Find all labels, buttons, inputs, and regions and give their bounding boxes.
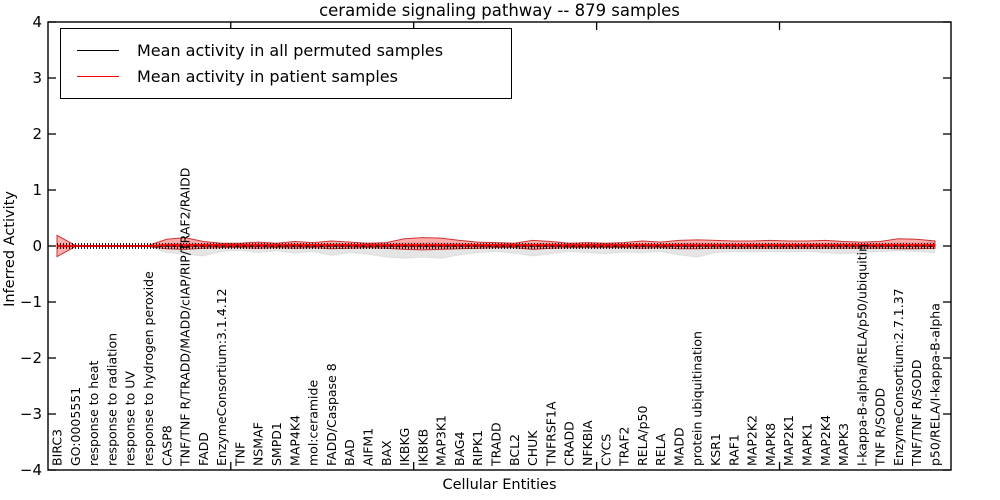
x-category-label: TNF R/SODD: [873, 388, 888, 467]
x-category-label: mol:ceramide: [306, 380, 321, 466]
legend: Mean activity in all permuted samples Me…: [60, 28, 512, 99]
x-category-label: RELA/p50: [635, 406, 650, 466]
x-category-label: NSMAF: [251, 422, 266, 466]
x-category-label: SMPD1: [269, 422, 284, 466]
x-category-label: IKBKG: [397, 428, 412, 466]
x-category-label: BAD: [342, 439, 357, 466]
x-category-label: protein ubiquitination: [690, 331, 705, 466]
x-category-label: RAF1: [726, 434, 741, 466]
x-category-label: TNF: [232, 442, 247, 467]
x-category-label: MAPK8: [763, 423, 778, 466]
legend-label-patient: Mean activity in patient samples: [137, 66, 398, 86]
y-tick-label: −1: [20, 293, 42, 311]
x-category-label: I-kappa-B-alpha/RELA/p50/ubiquitin: [854, 244, 869, 466]
y-tick-label: 2: [32, 125, 42, 143]
permuted-line-swatch: [77, 49, 119, 51]
x-category-label: TNFRSF1A: [543, 401, 558, 467]
x-category-label: MAPK3: [836, 423, 851, 466]
x-category-label: FADD: [196, 432, 211, 466]
x-category-label: CRADD: [562, 421, 577, 466]
legend-item-permuted: Mean activity in all permuted samples: [71, 37, 501, 63]
patient-mean-line: [57, 244, 935, 247]
x-category-label: TNF/TNF R/SODD: [909, 360, 924, 467]
x-category-label: BIRC3: [50, 429, 65, 466]
x-category-label: TRAF2: [617, 426, 632, 467]
x-category-label: IKBKB: [415, 429, 430, 466]
x-category-label: CHUK: [525, 430, 540, 466]
y-tick-label: −2: [20, 349, 42, 367]
x-category-label: TNF/TNF R/TRADD/MADD/cIAP/RIP/TRAF2/RAID…: [178, 168, 193, 467]
y-tick-label: 1: [32, 181, 42, 199]
x-category-label: FADD/Caspase 8: [324, 363, 339, 466]
x-category-label: BAG4: [452, 431, 467, 466]
x-category-label: CYCS: [598, 434, 613, 466]
x-category-label: NFKBIA: [580, 420, 595, 466]
x-category-label: KSR1: [708, 433, 723, 466]
x-category-label: RELA: [653, 433, 668, 466]
y-tick-label: −3: [20, 405, 42, 423]
x-category-label: EnzymeConsortium:3.1.4.12: [214, 288, 229, 466]
x-category-label: response to hydrogen peroxide: [141, 271, 156, 466]
y-axis-label: Inferred Activity: [2, 191, 18, 307]
x-category-label: MAP2K4: [818, 415, 833, 466]
legend-label-permuted: Mean activity in all permuted samples: [137, 40, 444, 60]
x-category-label: response to heat: [86, 360, 101, 466]
x-category-label: MAP3K1: [434, 415, 449, 466]
y-tick-label: 4: [32, 13, 42, 31]
x-category-label: BCL2: [507, 434, 522, 466]
chart-title: ceramide signaling pathway -- 879 sample…: [319, 1, 680, 20]
x-category-label: MAP2K2: [745, 415, 760, 466]
x-category-label: RIPK1: [470, 430, 485, 466]
x-category-label: response to radiation: [104, 333, 119, 466]
x-category-label: AIFM1: [360, 428, 375, 466]
x-category-label: response to UV: [123, 371, 138, 466]
x-category-label: MADD: [671, 427, 686, 466]
y-tick-label: 0: [32, 237, 42, 255]
x-category-label: EnzymeConsortium:2.7.1.37: [891, 288, 906, 466]
x-category-label: MAPK1: [799, 423, 814, 466]
x-category-label: BAX: [379, 440, 394, 466]
y-tick-label: 3: [32, 69, 42, 87]
x-category-label: p50/RELA/I-kappa-B-alpha: [928, 303, 943, 466]
patient-line-swatch: [77, 75, 119, 77]
x-category-label: GO:0005551: [68, 387, 83, 466]
x-category-label: TRADD: [489, 422, 504, 467]
x-category-label: CASP8: [159, 425, 174, 466]
x-category-label: MAP2K1: [781, 415, 796, 466]
legend-item-patient: Mean activity in patient samples: [71, 63, 501, 89]
x-axis-label: Cellular Entities: [442, 477, 557, 493]
y-tick-label: −4: [20, 461, 42, 479]
x-category-label: MAP4K4: [287, 415, 302, 466]
